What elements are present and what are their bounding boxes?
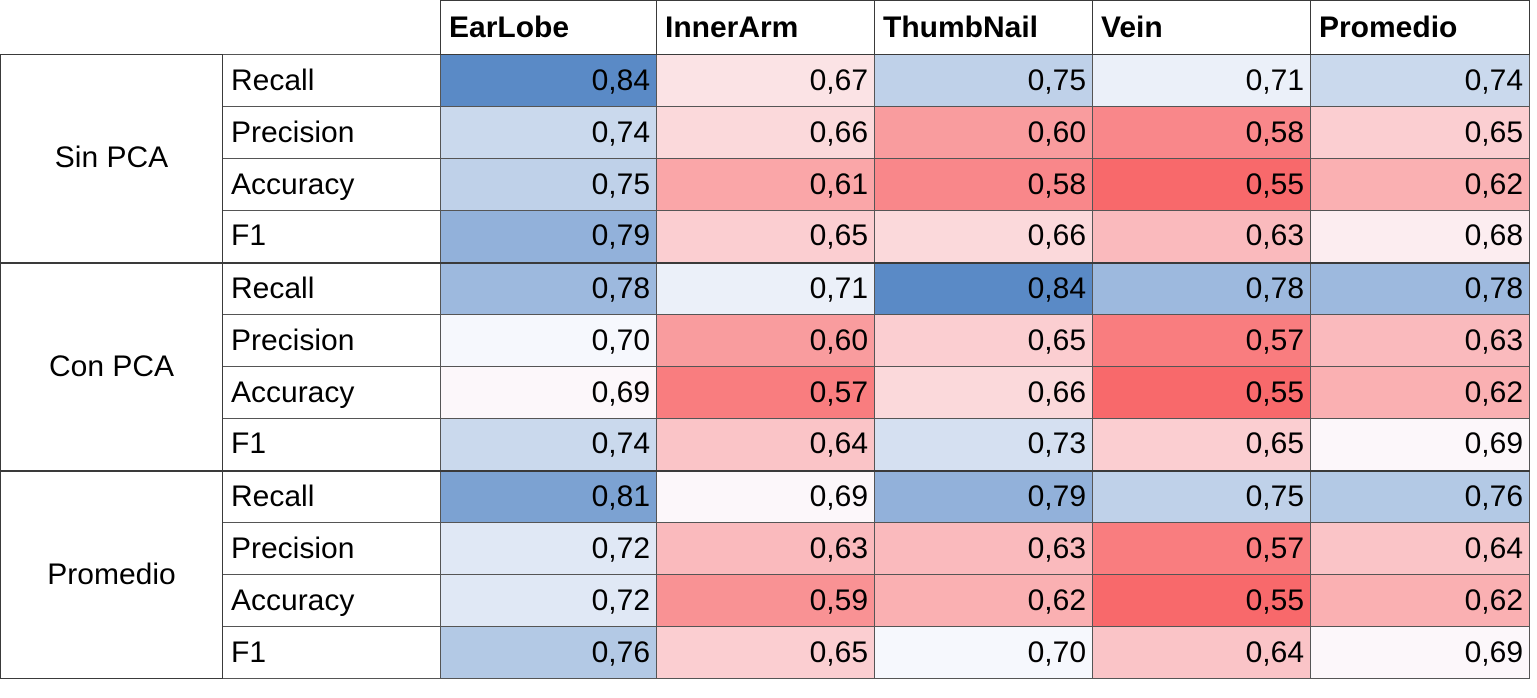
- heatmap-cell-thumbnail: 0,73: [874, 418, 1093, 471]
- heatmap-cell-vein: 0,57: [1092, 522, 1311, 575]
- heatmap-cell-innerarm: 0,60: [656, 314, 875, 367]
- heatmap-cell-vein: 0,75: [1092, 469, 1311, 523]
- heatmap-cell-promedio: 0,69: [1310, 626, 1530, 679]
- heatmap-cell-earlobe: 0,72: [440, 574, 657, 627]
- heatmap-cell-thumbnail: 0,70: [874, 626, 1093, 679]
- heatmap-cell-promedio: 0,74: [1310, 54, 1530, 107]
- table-row: Promedio Recall 0,81 0,69 0,79 0,75 0,76: [0, 469, 1530, 679]
- heatmap-cell-vein: 0,78: [1092, 261, 1311, 315]
- header-blank-metric: [223, 1, 441, 55]
- metric-label-accuracy: Accuracy: [222, 574, 441, 627]
- column-header-thumbnail: ThumbNail: [874, 0, 1093, 55]
- column-header-promedio: Promedio: [1310, 0, 1530, 55]
- metric-label-f1: F1: [222, 210, 441, 263]
- heatmap-cell-earlobe: 0,81: [440, 469, 657, 523]
- metric-label-precision: Precision: [222, 106, 441, 159]
- heatmap-cell-promedio: 0,64: [1310, 522, 1530, 575]
- heatmap-cell-innerarm: 0,59: [656, 574, 875, 627]
- heatmap-cell-promedio: 0,62: [1310, 574, 1530, 627]
- table-row: Accuracy 0,69 0,57 0,66 0,55 0,62: [1, 366, 1530, 419]
- metric-label-precision: Precision: [222, 314, 441, 367]
- heatmap-cell-innerarm: 0,57: [656, 366, 875, 419]
- heatmap-cell-promedio: 0,68: [1310, 210, 1530, 263]
- heatmap-cell-vein: 0,58: [1092, 106, 1311, 159]
- heatmap-cell-thumbnail: 0,66: [874, 210, 1093, 263]
- metric-label-accuracy: Accuracy: [222, 158, 441, 211]
- heatmap-cell-vein: 0,65: [1092, 418, 1311, 471]
- header-blank-group: [1, 1, 223, 55]
- table-row: Con PCA Recall 0,78 0,71 0,84 0,78 0,78: [0, 261, 1530, 471]
- heatmap-cell-thumbnail: 0,84: [874, 261, 1093, 315]
- heatmap-cell-promedio: 0,62: [1310, 366, 1530, 419]
- table-body: Sin PCA Recall 0,84 0,67 0,75 0,71 0,74 Precisi…: [0, 54, 1530, 679]
- table-row: Accuracy 0,72 0,59 0,62 0,55 0,62: [1, 574, 1530, 627]
- group-label-sin-pca: Sin PCA: [0, 54, 223, 263]
- heatmap-cell-innerarm: 0,67: [656, 54, 875, 107]
- table-row: Precision 0,74 0,66 0,60 0,58 0,65: [1, 106, 1530, 159]
- heatmap-cell-innerarm: 0,69: [656, 469, 875, 523]
- heatmap-cell-thumbnail: 0,63: [874, 522, 1093, 575]
- table-row: Precision 0,70 0,60 0,65 0,57 0,63: [1, 314, 1530, 367]
- heatmap-cell-innerarm: 0,64: [656, 418, 875, 471]
- table-row: Accuracy 0,75 0,61 0,58 0,55 0,62: [1, 158, 1530, 211]
- metric-label-precision: Precision: [222, 522, 441, 575]
- heatmap-cell-earlobe: 0,76: [440, 626, 657, 679]
- column-header-innerarm: InnerArm: [656, 0, 875, 55]
- heatmap-cell-innerarm: 0,63: [656, 522, 875, 575]
- heatmap-cell-vein: 0,55: [1092, 366, 1311, 419]
- heatmap-cell-thumbnail: 0,58: [874, 158, 1093, 211]
- heatmap-cell-earlobe: 0,79: [440, 210, 657, 263]
- metric-label-f1: F1: [222, 626, 441, 679]
- header-row: EarLobe InnerArm ThumbNail Vein Promedio: [1, 0, 1530, 55]
- heatmap-cell-earlobe: 0,72: [440, 522, 657, 575]
- heatmap-cell-innerarm: 0,61: [656, 158, 875, 211]
- table-row: F1 0,76 0,65 0,70 0,64 0,69: [1, 626, 1530, 679]
- metric-label-accuracy: Accuracy: [222, 366, 441, 419]
- heatmap-cell-vein: 0,55: [1092, 158, 1311, 211]
- column-header-vein: Vein: [1092, 0, 1311, 55]
- heatmap-cell-thumbnail: 0,60: [874, 106, 1093, 159]
- table-row: Precision 0,72 0,63 0,63 0,57 0,64: [1, 522, 1530, 575]
- heatmap-cell-innerarm: 0,66: [656, 106, 875, 159]
- heatmap-cell-vein: 0,55: [1092, 574, 1311, 627]
- heatmap-cell-promedio: 0,78: [1310, 261, 1530, 315]
- heatmap-cell-earlobe: 0,84: [440, 54, 657, 107]
- heatmap-cell-thumbnail: 0,62: [874, 574, 1093, 627]
- heatmap-cell-innerarm: 0,65: [656, 210, 875, 263]
- heatmap-cell-promedio: 0,65: [1310, 106, 1530, 159]
- heatmap-cell-promedio: 0,62: [1310, 158, 1530, 211]
- heatmap-cell-earlobe: 0,70: [440, 314, 657, 367]
- metric-label-f1: F1: [222, 418, 441, 471]
- column-header-earlobe: EarLobe: [440, 0, 657, 55]
- metric-label-recall: Recall: [222, 469, 441, 523]
- heatmap-cell-vein: 0,57: [1092, 314, 1311, 367]
- group-label-con-pca: Con PCA: [0, 261, 223, 471]
- heatmap-cell-innerarm: 0,65: [656, 626, 875, 679]
- table-row: F1 0,79 0,65 0,66 0,63 0,68: [1, 210, 1530, 263]
- group-label-promedio: Promedio: [0, 469, 223, 679]
- metric-label-recall: Recall: [222, 261, 441, 315]
- heatmap-cell-innerarm: 0,71: [656, 261, 875, 315]
- heatmap-cell-thumbnail: 0,65: [874, 314, 1093, 367]
- table-row: Sin PCA Recall 0,84 0,67 0,75 0,71 0,74: [0, 54, 1530, 263]
- heatmap-cell-vein: 0,64: [1092, 626, 1311, 679]
- metric-label-recall: Recall: [222, 54, 441, 107]
- table-row: F1 0,74 0,64 0,73 0,65 0,69: [1, 418, 1530, 471]
- heatmap-cell-vein: 0,63: [1092, 210, 1311, 263]
- heatmap-cell-thumbnail: 0,66: [874, 366, 1093, 419]
- heatmap-cell-vein: 0,71: [1092, 54, 1311, 107]
- heatmap-cell-earlobe: 0,75: [440, 158, 657, 211]
- heatmap-cell-promedio: 0,69: [1310, 418, 1530, 471]
- heatmap-cell-promedio: 0,63: [1310, 314, 1530, 367]
- heatmap-cell-earlobe: 0,74: [440, 106, 657, 159]
- heatmap-cell-earlobe: 0,78: [440, 261, 657, 315]
- heatmap-cell-thumbnail: 0,79: [874, 469, 1093, 523]
- heatmap-cell-thumbnail: 0,75: [874, 54, 1093, 107]
- heatmap-table: EarLobe InnerArm ThumbNail Vein Promedio…: [0, 0, 1530, 679]
- heatmap-cell-earlobe: 0,74: [440, 418, 657, 471]
- heatmap-cell-promedio: 0,76: [1310, 469, 1530, 523]
- heatmap-cell-earlobe: 0,69: [440, 366, 657, 419]
